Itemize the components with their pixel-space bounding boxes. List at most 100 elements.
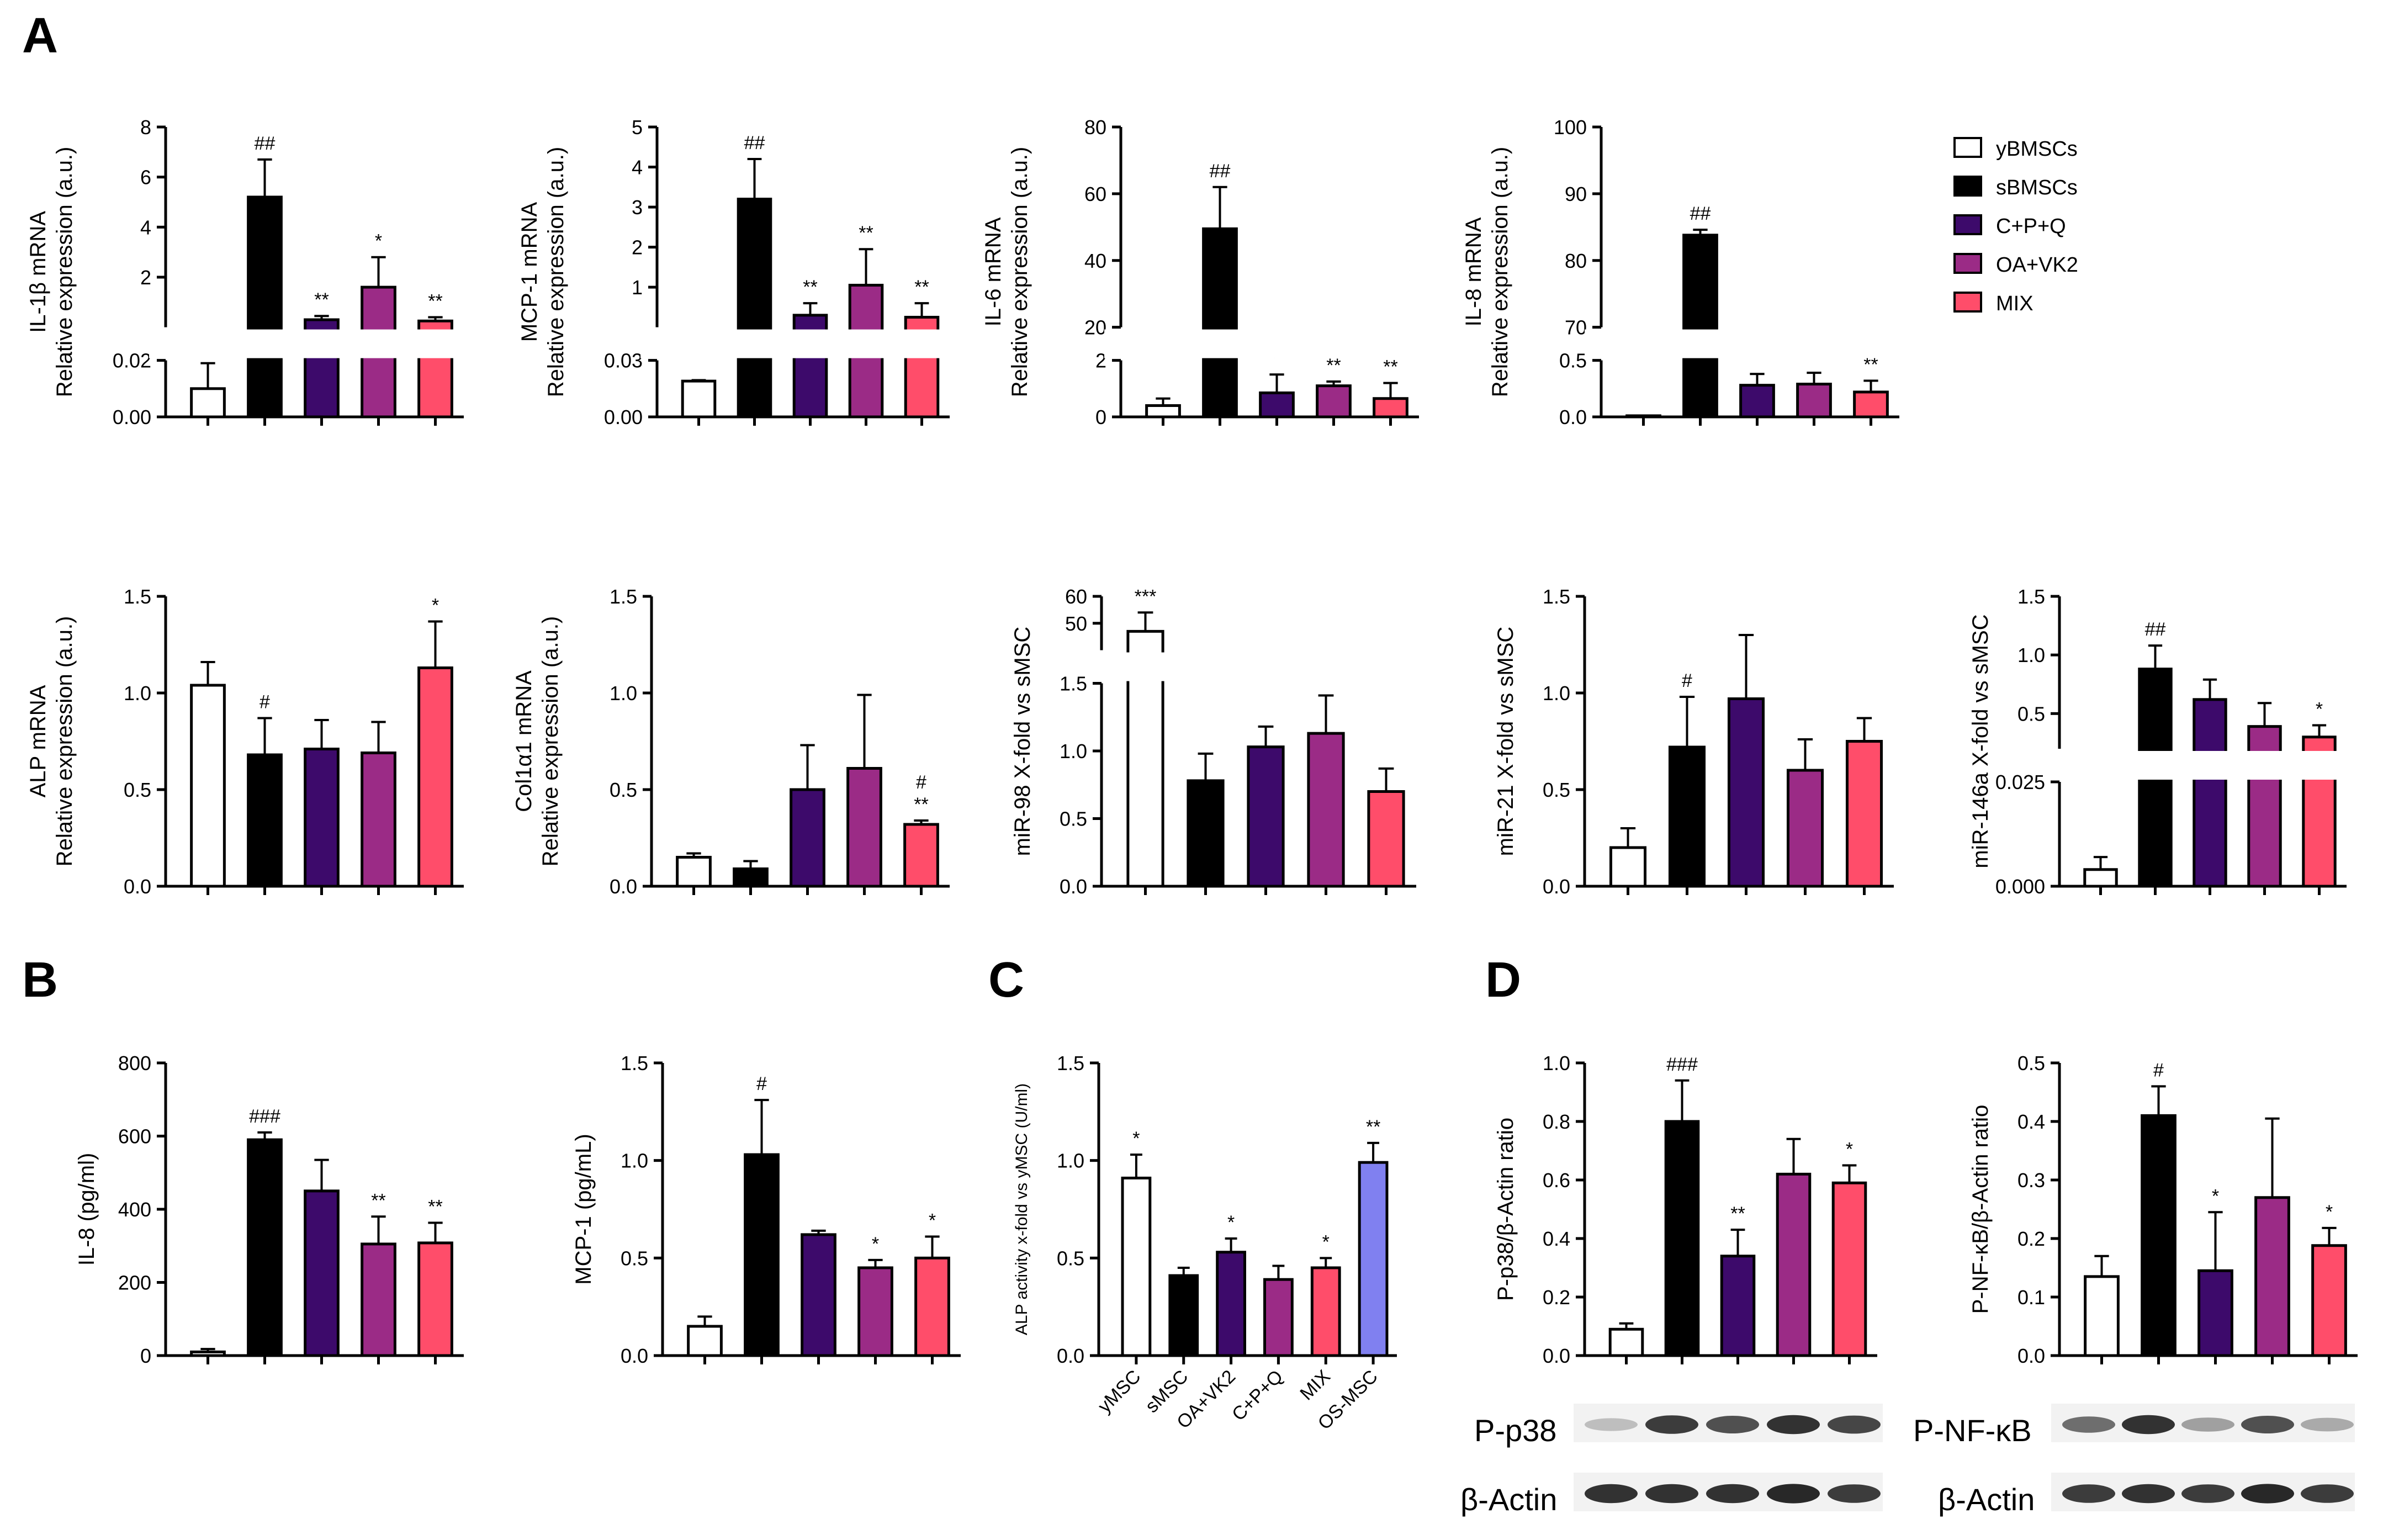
axis-break <box>2043 751 2352 780</box>
y-tick-label: 1.5 <box>1543 585 1570 608</box>
bar-OA+VK2 <box>1786 769 1824 888</box>
bar-C+P+Q <box>2197 1269 2233 1357</box>
y-axis-label: P-p38/β-Actin ratio <box>1494 1118 1518 1301</box>
significance-label: ** <box>428 290 442 311</box>
panel-label-d: D <box>1485 952 1521 1008</box>
bar-sBMSCs <box>737 198 772 419</box>
blot-band <box>2181 1484 2234 1503</box>
chart-col1a1: 0.0 0.5 1.0 1.5 Col1α1 mRNA Relative expressi… <box>512 585 950 898</box>
y-tick-label: 2 <box>1095 350 1106 372</box>
significance-label: ** <box>1383 357 1397 378</box>
y-tick-label: 5 <box>632 116 643 139</box>
blot-band <box>2241 1416 2294 1433</box>
bar-yMSC <box>1121 1176 1152 1357</box>
significance-label: ** <box>1730 1203 1745 1224</box>
bar-sBMSCs <box>1202 227 1238 419</box>
bar-OA+VK2 <box>361 1242 396 1357</box>
significance-label: ## <box>1210 161 1231 182</box>
blot-band <box>2122 1415 2175 1435</box>
legend-label-sbmscs: sBMSCs <box>1996 176 2078 199</box>
bar-MIX <box>1310 1266 1341 1357</box>
y-axis-label: Relative expression (a.u.) <box>52 147 77 398</box>
blot-band <box>1645 1484 1698 1504</box>
chart-mir21: 0.0 0.5 1.0 1.5 miR-21 X-fold vs sMSC # <box>1494 585 1894 898</box>
y-tick-label: 800 <box>118 1052 151 1075</box>
significance-label: * <box>1846 1139 1853 1160</box>
panel-label-a: A <box>22 8 58 63</box>
blot-band <box>2062 1484 2115 1503</box>
significance-label: * <box>2326 1202 2333 1223</box>
y-axis-label: IL-6 mRNA <box>981 217 1005 326</box>
legend-label-oavk2: OA+VK2 <box>1996 253 2078 277</box>
blot-band <box>2241 1484 2294 1504</box>
significance-label: ** <box>371 1190 385 1211</box>
chart-mir146a: 0.000 0.025 0.5 1.0 1.5 miR-146a X-fold vs sM… <box>1968 585 2352 898</box>
significance-label: # <box>1682 670 1692 691</box>
y-tick-label: 0.0 <box>610 875 637 898</box>
axis-break <box>1085 652 1422 681</box>
x-tick-label: yMSC <box>1094 1366 1145 1417</box>
y-tick-label: 0.4 <box>2017 1110 2045 1133</box>
y-tick-label: 0.000 <box>1995 875 2045 898</box>
bar-yBMSCs <box>1625 414 1661 419</box>
y-tick-label: 1.0 <box>1543 1052 1570 1075</box>
bar-yBMSCs <box>190 1350 226 1357</box>
bar-sBMSCs <box>2141 1114 2177 1357</box>
y-tick-label: 0.5 <box>1543 779 1570 801</box>
significance-label: ## <box>2145 619 2166 640</box>
significance-label: # <box>756 1073 767 1094</box>
y-tick-label: 1.5 <box>621 1052 648 1075</box>
significance-label: ## <box>1690 203 1711 224</box>
bar-yBMSCs <box>190 684 226 888</box>
significance-label: ** <box>1326 355 1341 376</box>
significance-label: ** <box>314 289 329 310</box>
significance-label: # <box>260 692 270 713</box>
y-tick-label: 1.0 <box>1060 740 1087 763</box>
y-tick-label: 0.0 <box>2017 1345 2045 1367</box>
significance-label: * <box>1227 1212 1235 1233</box>
significance-label: ## <box>744 133 765 154</box>
bar-OA+VK2 <box>2247 725 2282 888</box>
bar-sBMSCs <box>1187 779 1225 888</box>
significance-label: * <box>2316 699 2323 720</box>
blot-band <box>1585 1484 1638 1504</box>
bar-OA+VK2 <box>1796 383 1832 419</box>
y-tick-label: 0 <box>140 1345 151 1367</box>
bar-C+P+Q <box>1739 384 1775 419</box>
legend-label-cpq: C+P+Q <box>1996 215 2066 238</box>
bar-yBMSCs <box>676 856 712 888</box>
blot-label-p-p38: P-p38 <box>1474 1413 1556 1448</box>
y-tick-label: 40 <box>1084 250 1106 272</box>
blot-band <box>2301 1484 2354 1503</box>
axis-break <box>1585 329 1905 358</box>
legend-label-mix: MIX <box>1996 292 2034 315</box>
y-tick-label: 0.2 <box>1543 1286 1570 1309</box>
y-tick-label: 1.0 <box>124 682 151 705</box>
bar-MIX <box>417 666 453 888</box>
y-tick-label: 50 <box>1065 612 1087 635</box>
bar-sBMSCs <box>1682 234 1718 419</box>
bar-MIX <box>2311 1244 2347 1357</box>
y-tick-label: 1.0 <box>1057 1150 1084 1172</box>
y-axis-label: Relative expression (a.u.) <box>544 147 568 398</box>
y-tick-label: 60 <box>1084 183 1106 205</box>
y-axis-label: IL-8 mRNA <box>1461 217 1486 326</box>
chart-il6: 0 2 20 40 60 80 IL-6 mRNA Relative expression (… <box>981 116 1424 428</box>
panel-label-b: B <box>22 952 58 1008</box>
y-tick-label: 0.6 <box>1543 1169 1570 1192</box>
bar-sBMSCs <box>247 195 283 419</box>
chart-p38: 0.0 0.2 0.4 0.6 0.8 1.0 P-p38/β-Actin ratio ###… <box>1494 1052 1877 1367</box>
y-tick-label: 1.5 <box>124 585 151 608</box>
y-tick-label: 0.5 <box>621 1247 648 1269</box>
significance-label: ### <box>249 1106 280 1127</box>
chart-il8_protein: 0 200 400 600 800 IL-8 (pg/ml) ### ** ** <box>75 1052 464 1367</box>
chart-mcp1: 0.00 0.03 1 2 3 4 5 MCP-1 mRNA Relative expressi… <box>517 116 955 428</box>
bar-sBMSCs <box>733 867 769 888</box>
bar-OA+VK2 <box>846 767 882 888</box>
bar-OA+VK2 <box>361 752 396 888</box>
y-tick-label: 60 <box>1065 585 1087 608</box>
blot-label-beta-actin-nfkb: β-Actin <box>1938 1482 2035 1517</box>
bar-C+P+Q <box>304 748 340 888</box>
bar-MIX <box>1845 740 1883 888</box>
y-tick-label: 1.5 <box>1060 673 1087 695</box>
